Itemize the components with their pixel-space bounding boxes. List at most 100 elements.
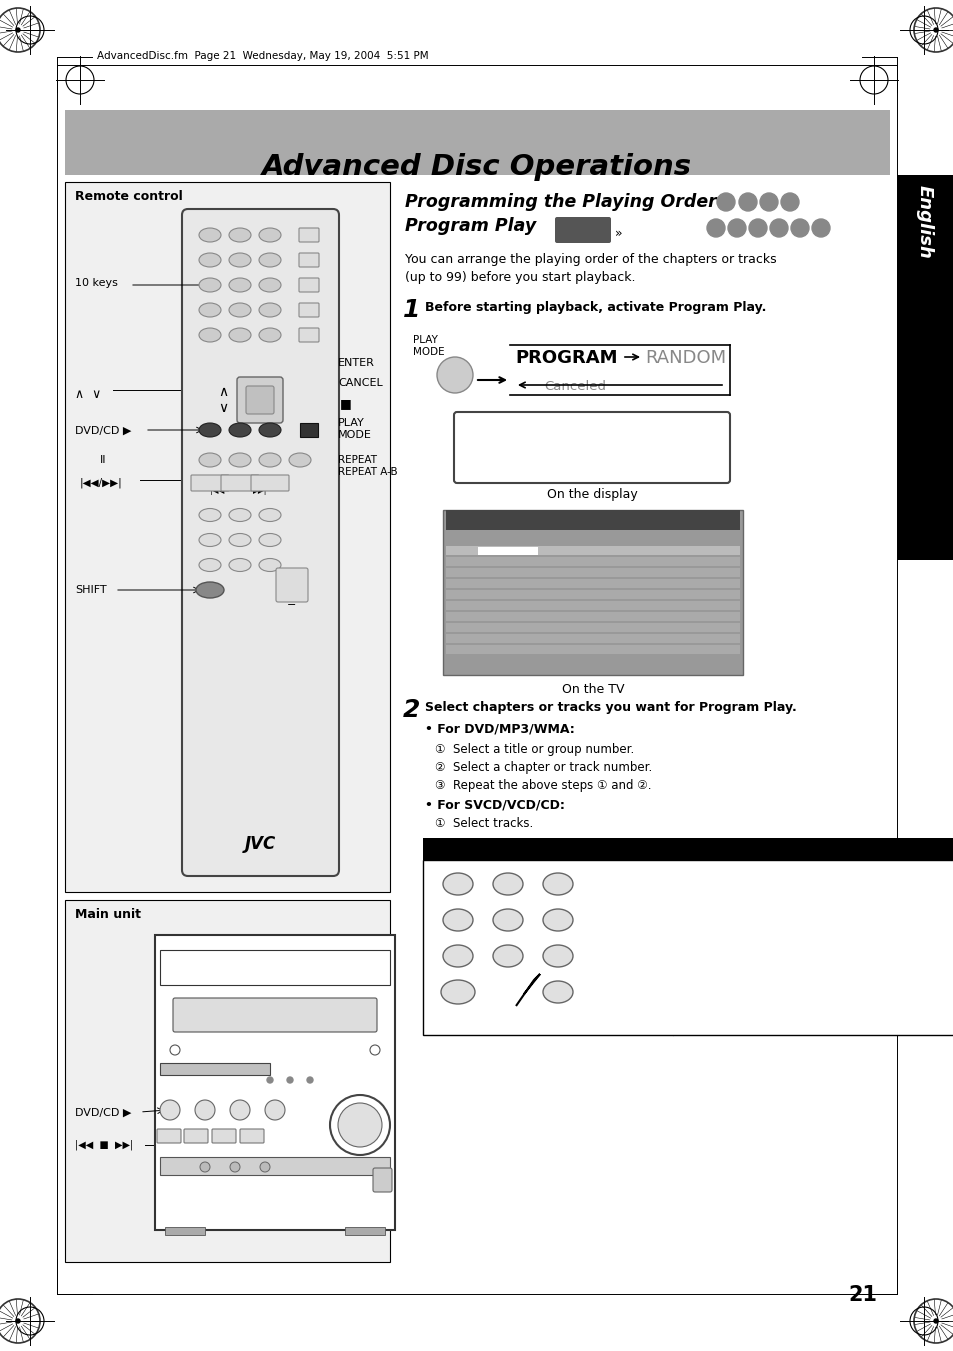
- Text: 10 keys: 10 keys: [75, 278, 118, 288]
- Text: SUB TITLE: SUB TITLE: [493, 873, 528, 880]
- Circle shape: [933, 1319, 937, 1323]
- FancyBboxPatch shape: [298, 278, 318, 292]
- Text: ①  Select tracks.: ① Select tracks.: [435, 817, 533, 830]
- FancyBboxPatch shape: [246, 386, 274, 413]
- Text: +: +: [287, 586, 296, 596]
- Text: −: −: [287, 600, 296, 611]
- Text: 1: 1: [453, 547, 457, 557]
- FancyBboxPatch shape: [191, 476, 229, 490]
- Ellipse shape: [493, 909, 522, 931]
- Ellipse shape: [258, 453, 281, 467]
- Text: 10: 10: [450, 988, 465, 997]
- FancyBboxPatch shape: [298, 228, 318, 242]
- FancyBboxPatch shape: [65, 109, 889, 176]
- FancyBboxPatch shape: [477, 547, 537, 555]
- FancyBboxPatch shape: [182, 209, 338, 875]
- Ellipse shape: [258, 228, 281, 242]
- Text: PLAY
MODE: PLAY MODE: [337, 417, 372, 440]
- Circle shape: [16, 1319, 20, 1323]
- Text: To enter the numbers directly:: To enter the numbers directly:: [431, 842, 669, 855]
- Circle shape: [13, 1316, 23, 1325]
- Text: DVD/CD ▶: DVD/CD ▶: [75, 1108, 132, 1119]
- Text: To enter number 30, press +10,: To enter number 30, press +10,: [682, 948, 882, 961]
- Ellipse shape: [199, 534, 221, 547]
- Circle shape: [706, 219, 724, 236]
- Circle shape: [811, 219, 829, 236]
- FancyBboxPatch shape: [212, 1129, 235, 1143]
- Text: 10: 10: [453, 646, 462, 655]
- Ellipse shape: [493, 873, 522, 894]
- Circle shape: [769, 219, 787, 236]
- Text: ▶▶|: ▶▶|: [253, 486, 267, 494]
- Text: ③  Repeat the above steps ① and ②.: ③ Repeat the above steps ① and ②.: [435, 780, 651, 792]
- Circle shape: [260, 1162, 270, 1173]
- FancyBboxPatch shape: [299, 423, 317, 436]
- Circle shape: [230, 1100, 250, 1120]
- Text: 9: 9: [453, 635, 457, 644]
- Text: Advanced Disc Operations: Advanced Disc Operations: [262, 153, 691, 181]
- Text: ■: ■: [339, 397, 352, 409]
- Text: 3: 3: [554, 880, 561, 889]
- Text: AdvancedDisc.fm  Page 21  Wednesday, May 19, 2004  5:51 PM: AdvancedDisc.fm Page 21 Wednesday, May 1…: [97, 51, 428, 61]
- Text: ENTER: ENTER: [337, 358, 375, 367]
- FancyBboxPatch shape: [157, 1129, 181, 1143]
- Text: 2: 2: [402, 698, 420, 721]
- Text: II: II: [100, 455, 107, 465]
- FancyBboxPatch shape: [65, 182, 390, 892]
- Text: ∧  ∨: ∧ ∨: [75, 388, 101, 401]
- Ellipse shape: [542, 873, 573, 894]
- FancyBboxPatch shape: [446, 623, 740, 632]
- FancyBboxPatch shape: [236, 377, 283, 423]
- Text: Main unit: Main unit: [75, 908, 141, 921]
- Text: • For DVD/MP3/WMA:: • For DVD/MP3/WMA:: [424, 723, 574, 736]
- Ellipse shape: [199, 303, 221, 317]
- Circle shape: [781, 193, 799, 211]
- Text: Remote
ONLY: Remote ONLY: [569, 222, 596, 234]
- Ellipse shape: [229, 228, 251, 242]
- Text: 7: 7: [454, 951, 461, 961]
- Ellipse shape: [258, 558, 281, 571]
- Text: ∧: ∧: [217, 385, 228, 399]
- FancyBboxPatch shape: [298, 328, 318, 342]
- Text: JVC: JVC: [244, 835, 275, 852]
- Text: Group/Title: Group/Title: [482, 534, 529, 543]
- FancyBboxPatch shape: [422, 861, 953, 1035]
- Text: REV MODE: REV MODE: [442, 944, 479, 951]
- Circle shape: [370, 1046, 379, 1055]
- Text: You can arrange the playing order of the chapters or tracks
(up to 99) before yo: You can arrange the playing order of the…: [405, 253, 776, 284]
- Ellipse shape: [258, 303, 281, 317]
- Text: To enter number 5, press 5.: To enter number 5, press 5.: [682, 892, 855, 905]
- Text: 1: 1: [402, 299, 420, 322]
- Text: Track/Chapter: Track/Chapter: [582, 534, 640, 543]
- Text: Examples:: Examples:: [682, 870, 759, 884]
- Text: On the TV: On the TV: [561, 684, 623, 696]
- Ellipse shape: [199, 453, 221, 467]
- FancyBboxPatch shape: [555, 218, 610, 243]
- Ellipse shape: [258, 328, 281, 342]
- Text: |◀◀/▶▶|: |◀◀/▶▶|: [80, 477, 123, 488]
- Text: 5: 5: [453, 590, 457, 600]
- Ellipse shape: [258, 508, 281, 521]
- Circle shape: [287, 1077, 293, 1084]
- FancyBboxPatch shape: [446, 546, 740, 555]
- Circle shape: [933, 28, 937, 32]
- FancyBboxPatch shape: [160, 1063, 270, 1075]
- Text: 21: 21: [847, 1285, 876, 1305]
- FancyBboxPatch shape: [65, 900, 390, 1262]
- Circle shape: [760, 193, 778, 211]
- Ellipse shape: [199, 228, 221, 242]
- Text: USE CANCEL TO DELETE THE PROGRAM.: USE CANCEL TO DELETE THE PROGRAM.: [448, 666, 587, 671]
- Text: 4: 4: [454, 915, 461, 925]
- FancyBboxPatch shape: [160, 950, 390, 985]
- FancyBboxPatch shape: [446, 590, 740, 598]
- Text: DVD/CD ▶: DVD/CD ▶: [75, 426, 132, 436]
- Circle shape: [200, 1162, 210, 1173]
- Text: To enter number 15, press +10,: To enter number 15, press +10,: [682, 912, 882, 925]
- FancyBboxPatch shape: [446, 612, 740, 621]
- Ellipse shape: [199, 423, 221, 436]
- Text: ①  Select a title or group number.: ① Select a title or group number.: [435, 743, 634, 757]
- Text: 2: 2: [453, 558, 457, 567]
- Ellipse shape: [229, 278, 251, 292]
- Text: 6: 6: [453, 603, 457, 611]
- Text: Program Play: Program Play: [405, 218, 536, 235]
